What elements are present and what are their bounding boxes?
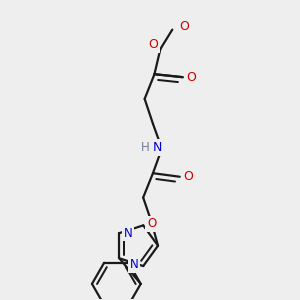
Text: N: N bbox=[130, 258, 139, 271]
Text: N: N bbox=[153, 141, 162, 154]
Text: H: H bbox=[141, 140, 150, 154]
Text: N: N bbox=[124, 226, 133, 240]
Text: O: O bbox=[183, 170, 193, 183]
Text: O: O bbox=[186, 71, 196, 84]
Text: O: O bbox=[148, 38, 158, 51]
Text: O: O bbox=[179, 20, 189, 33]
Text: O: O bbox=[147, 218, 156, 230]
